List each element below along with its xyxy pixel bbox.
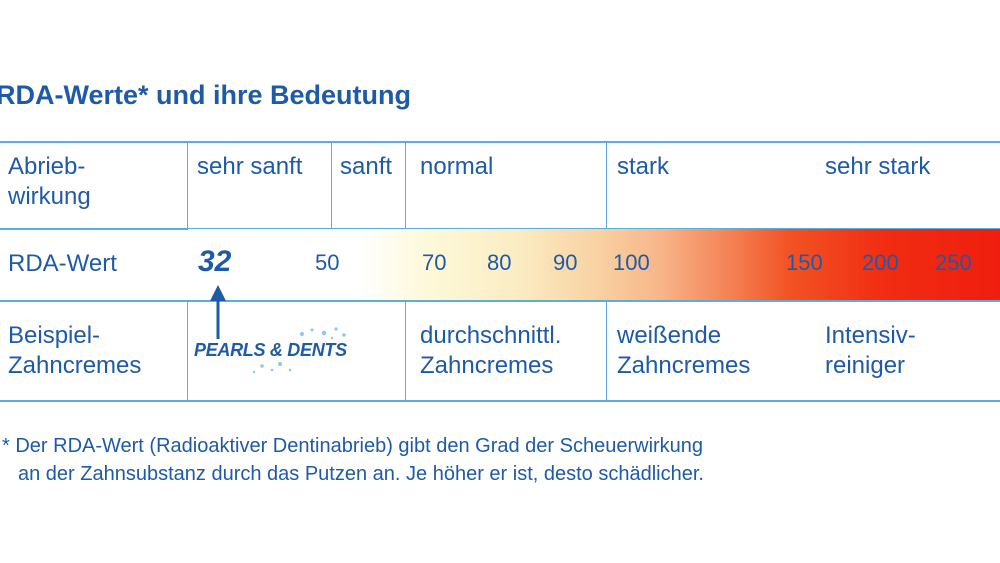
page-title: RDA-Werte* und ihre Bedeutung	[0, 80, 412, 110]
row-header-beispiel-zahncremes: Beispiel- Zahncremes	[8, 321, 141, 381]
row-header-line: Abrieb-	[8, 153, 86, 180]
row-header-abriebwirkung: Abrieb- wirkung	[8, 152, 91, 212]
column-divider	[187, 143, 188, 228]
column-divider	[405, 143, 406, 228]
pearls-and-dents-logo: PEARLS & DENTS	[194, 340, 347, 360]
footnote: * Der RDA-Wert (Radioaktiver Dentinabrie…	[2, 432, 704, 488]
level-normal: normal	[420, 153, 494, 180]
example-line: Zahncremes	[617, 352, 751, 379]
rda-value: 100	[613, 250, 650, 275]
rda-value: 90	[553, 250, 578, 275]
example-line: weißende	[617, 322, 722, 349]
bubbles-icon	[252, 327, 346, 374]
rda-value: 250	[935, 250, 972, 275]
rda-value: 150	[786, 250, 823, 275]
column-divider	[331, 143, 332, 228]
row-header-line: Beispiel-	[8, 322, 101, 349]
up-arrow-icon	[210, 285, 226, 339]
column-divider	[606, 302, 607, 400]
example-sehr-stark: Intensiv- reiniger	[825, 321, 916, 381]
row-header-line: Zahncremes	[8, 352, 142, 379]
table-rule-middle-2	[0, 300, 1000, 302]
rda-value: 80	[487, 250, 512, 275]
rda-gradient-band	[188, 229, 1000, 300]
example-line: reiniger	[825, 352, 906, 379]
table-rule-top	[0, 141, 1000, 143]
rda-value: 50	[315, 250, 340, 275]
example-line: durchschnittl.	[420, 322, 562, 349]
rda-value: 200	[862, 250, 899, 275]
column-divider	[405, 302, 406, 400]
example-line: Zahncremes	[420, 352, 554, 379]
example-stark: weißende Zahncremes	[617, 321, 750, 381]
rda-highlight-value: 32	[198, 245, 232, 278]
level-sehr-sanft: sehr sanft	[197, 153, 303, 180]
table-rule-bottom	[0, 400, 1000, 402]
column-divider	[606, 143, 607, 228]
column-divider	[187, 302, 188, 400]
rda-value: 70	[422, 250, 447, 275]
example-line: Intensiv-	[825, 322, 916, 349]
level-sanft: sanft	[340, 153, 393, 180]
footnote-line: an der Zahnsubstanz durch das Putzen an.…	[18, 463, 704, 485]
footnote-line: * Der RDA-Wert (Radioaktiver Dentinabrie…	[2, 435, 704, 457]
level-stark: stark	[617, 153, 670, 180]
row-header-rda-wert: RDA-Wert	[8, 250, 117, 277]
level-sehr-stark: sehr stark	[825, 153, 931, 180]
row-header-line: wirkung	[8, 183, 91, 210]
example-normal: durchschnittl. Zahncremes	[420, 321, 561, 381]
